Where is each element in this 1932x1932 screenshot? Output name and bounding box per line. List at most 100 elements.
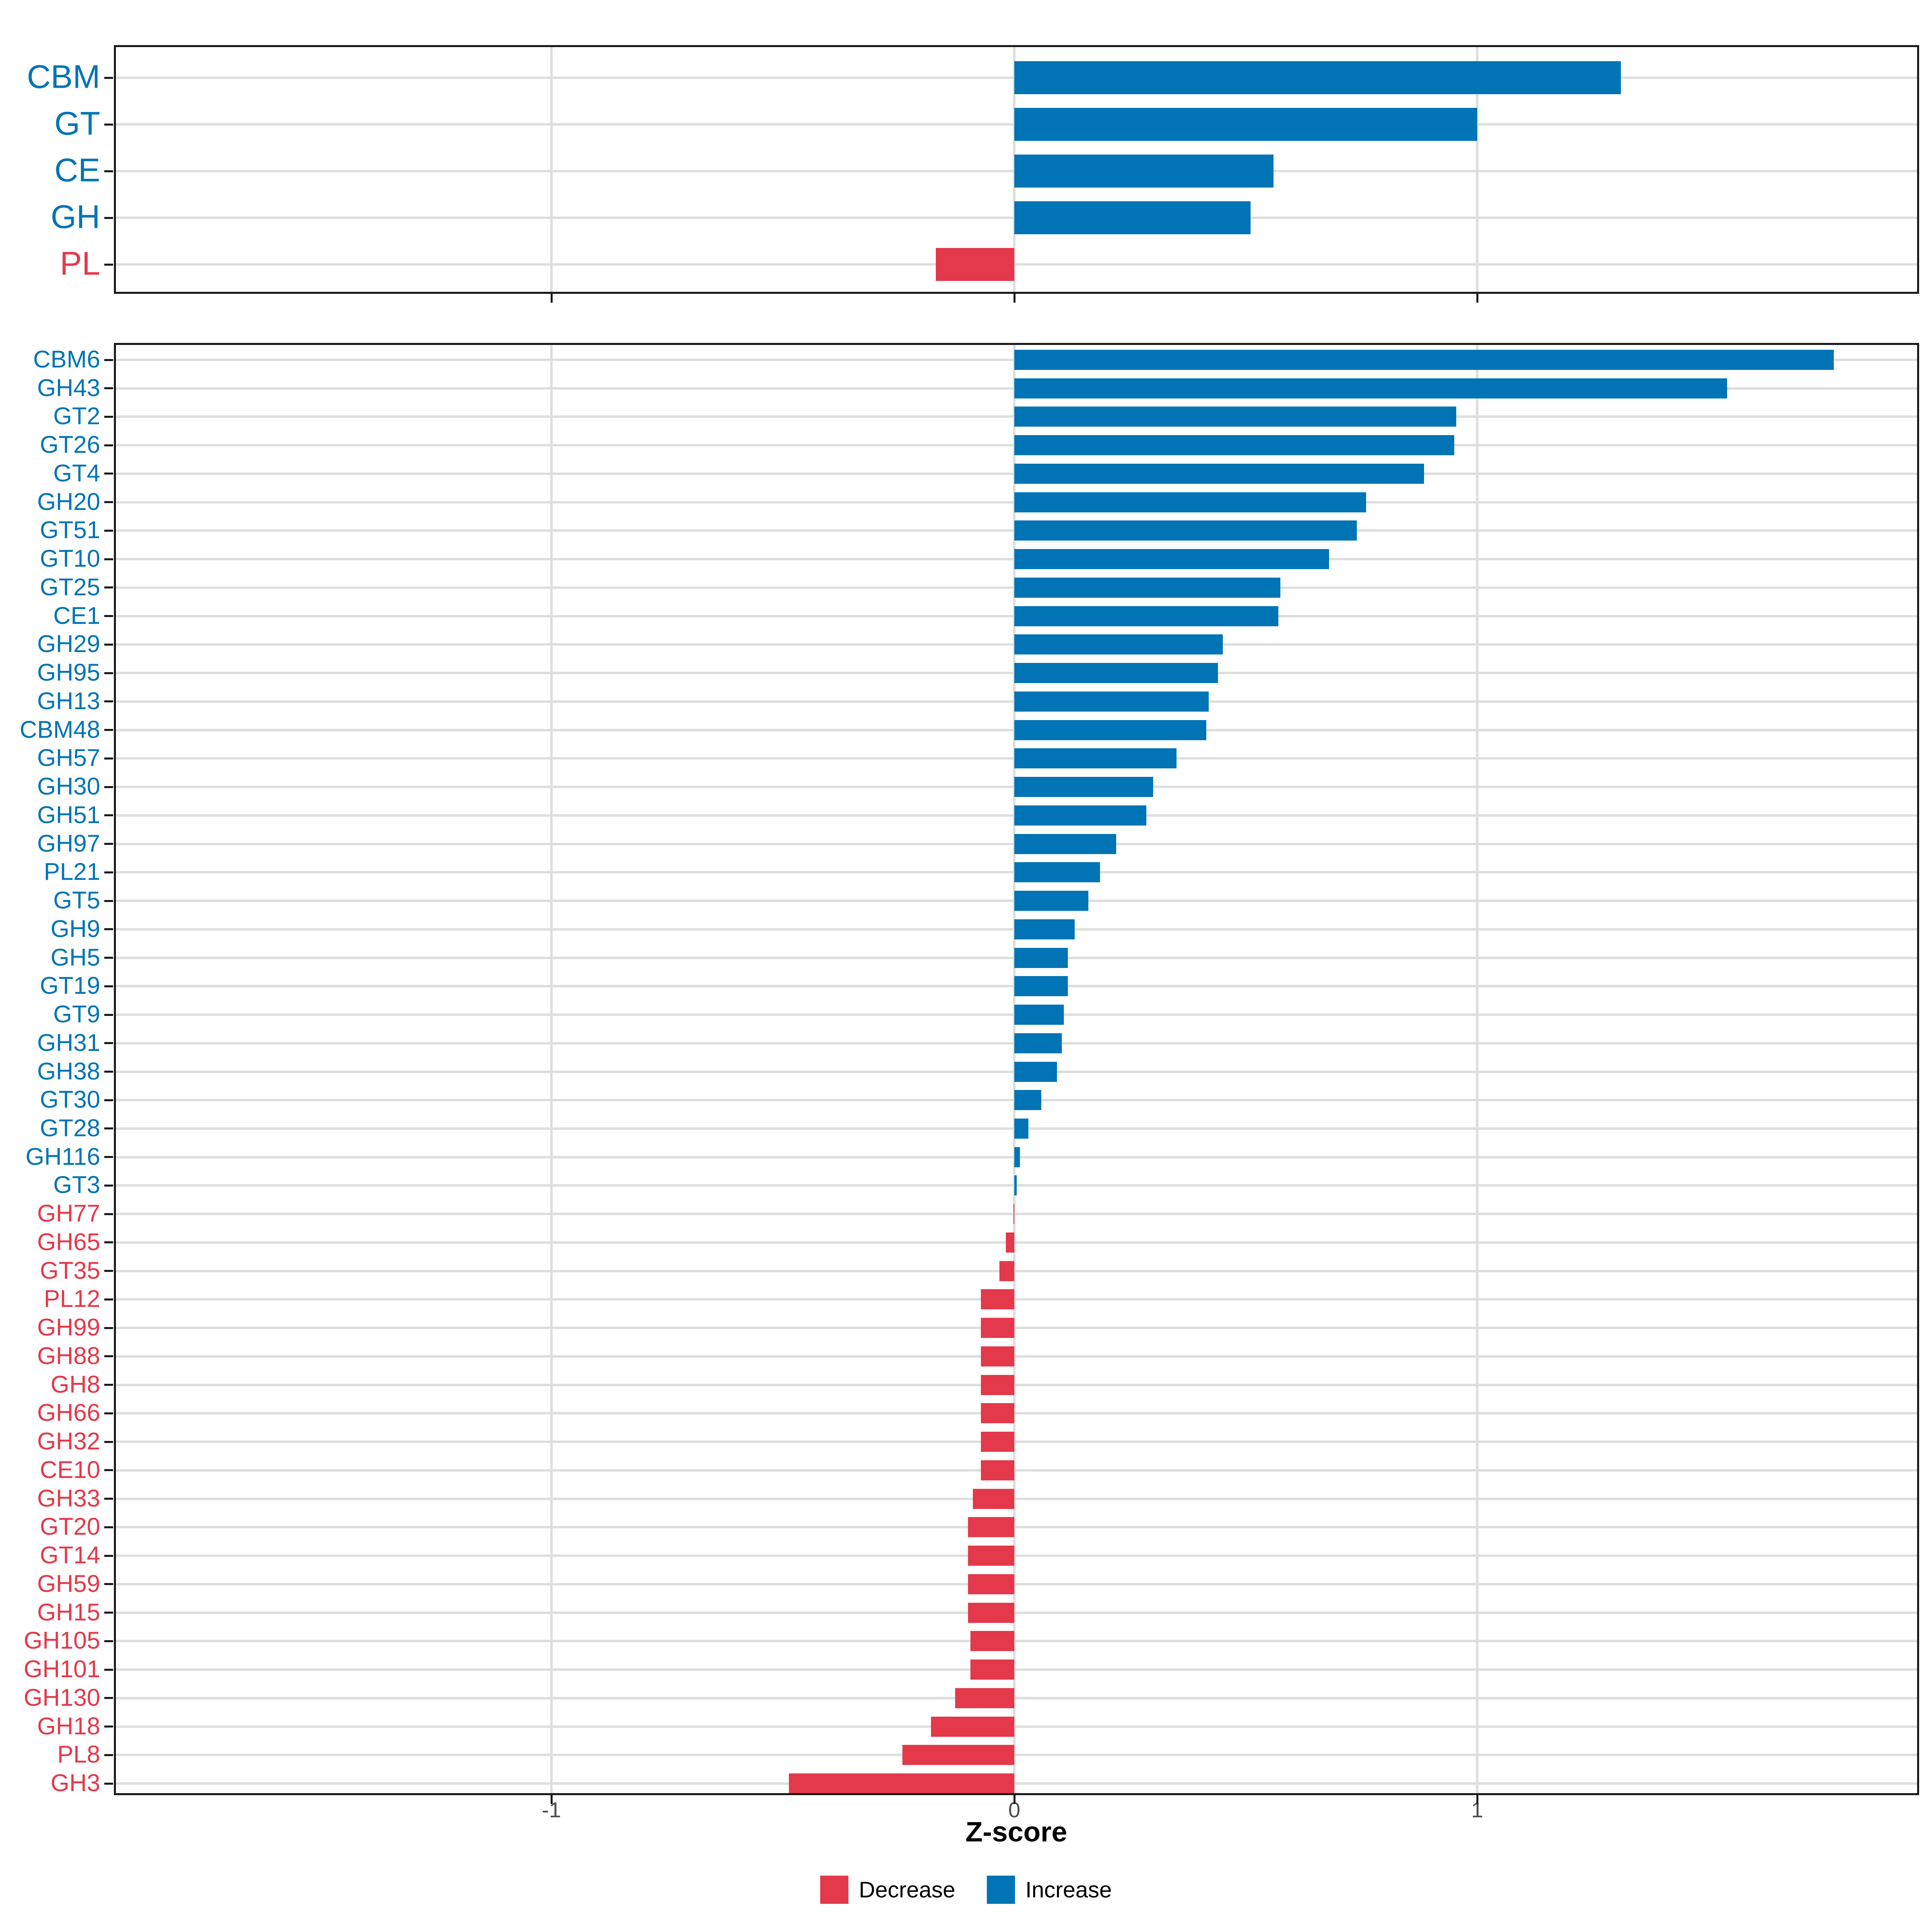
category-label-GH29: GH29 [37, 630, 100, 658]
y-axis-tick [104, 1241, 113, 1244]
y-axis-tick [104, 1099, 113, 1101]
category-label-GH15: GH15 [37, 1598, 100, 1626]
bar-GT4 [1014, 463, 1424, 484]
horizontal-gridline [114, 263, 1919, 266]
category-label-GH101: GH101 [23, 1655, 100, 1682]
category-label-GT20: GT20 [39, 1513, 100, 1540]
y-axis-tick [104, 1412, 113, 1414]
horizontal-gridline [114, 1213, 1919, 1216]
bar-GH101 [970, 1660, 1014, 1680]
horizontal-gridline [114, 1668, 1919, 1671]
category-label-GH99: GH99 [37, 1313, 100, 1341]
y-axis-tick [104, 1640, 113, 1642]
bar-GT20 [968, 1517, 1014, 1538]
category-label-GT51: GT51 [39, 516, 100, 544]
increase-swatch-icon [987, 1876, 1015, 1904]
y-axis-tick [104, 1042, 113, 1044]
y-axis-tick [104, 217, 113, 219]
category-label-GH77: GH77 [37, 1199, 100, 1227]
horizontal-gridline [114, 1725, 1919, 1728]
y-axis-tick [104, 1754, 113, 1756]
y-axis-tick [104, 415, 113, 418]
category-label-GH43: GH43 [37, 374, 100, 401]
category-label-GH57: GH57 [37, 744, 100, 772]
horizontal-gridline [114, 1383, 1919, 1386]
bar-PL21 [1014, 862, 1100, 883]
y-axis-tick [104, 871, 113, 873]
y-axis-tick [104, 558, 113, 560]
horizontal-gridline [114, 1611, 1919, 1614]
y-axis-tick [104, 786, 113, 788]
x-axis-tick [1476, 1795, 1478, 1804]
category-label-GH13: GH13 [37, 687, 100, 714]
y-axis-tick [104, 928, 113, 931]
category-label-GT35: GT35 [39, 1257, 100, 1284]
bar-GH30 [1014, 777, 1153, 797]
x-axis-tick [1476, 294, 1478, 303]
bar-GH13 [1014, 691, 1209, 712]
category-label-CBM: CBM [27, 58, 100, 95]
legend-item-increase: Increase [987, 1876, 1112, 1904]
bar-GH33 [972, 1488, 1014, 1509]
bar-GH43 [1014, 378, 1727, 398]
x-axis-title: Z-score [965, 1816, 1067, 1847]
vertical-gridline [550, 45, 553, 294]
legend: Decrease Increase [820, 1876, 1112, 1904]
category-label-GH66: GH66 [37, 1399, 100, 1426]
category-label-GH95: GH95 [37, 658, 100, 686]
horizontal-gridline [114, 1355, 1919, 1358]
bar-GT2 [1014, 407, 1457, 427]
y-axis-tick [104, 586, 113, 589]
horizontal-gridline [114, 1327, 1919, 1329]
horizontal-gridline [114, 1640, 1919, 1643]
category-label-GH20: GH20 [37, 488, 100, 515]
y-axis-tick [104, 957, 113, 959]
y-axis-tick [104, 123, 113, 126]
x-axis-tick [550, 1795, 553, 1804]
bar-GH9 [1014, 919, 1075, 939]
bar-GH32 [981, 1432, 1014, 1452]
bar-GT14 [968, 1546, 1014, 1566]
bar-GH3 [788, 1773, 1014, 1794]
y-axis-tick [104, 387, 113, 390]
legend-item-decrease: Decrease [820, 1876, 956, 1904]
bar-GH59 [968, 1574, 1014, 1594]
category-label-GH65: GH65 [37, 1228, 100, 1255]
category-label-GH130: GH130 [23, 1684, 100, 1711]
x-axis-tick [550, 294, 553, 303]
bar-GH18 [931, 1716, 1014, 1737]
category-label-GT26: GT26 [39, 431, 100, 458]
bar-CBM6 [1014, 350, 1834, 370]
legend-label-increase: Increase [1025, 1877, 1112, 1902]
horizontal-gridline [114, 1583, 1919, 1585]
category-label-GH97: GH97 [37, 830, 100, 857]
y-axis-tick [104, 1554, 113, 1557]
category-label-GH88: GH88 [37, 1342, 100, 1369]
y-axis-tick [104, 1498, 113, 1500]
category-label-GT10: GT10 [39, 545, 100, 572]
horizontal-gridline [114, 1469, 1919, 1472]
category-label-CBM6: CBM6 [33, 345, 100, 373]
top-panel [104, 45, 1919, 303]
y-axis-tick [104, 529, 113, 532]
y-axis-tick [104, 1156, 113, 1158]
category-label-CE10: CE10 [39, 1456, 100, 1483]
category-label-GH32: GH32 [37, 1427, 100, 1455]
category-label-GT30: GT30 [39, 1086, 100, 1113]
category-label-GH: GH [51, 198, 100, 235]
legend-label-decrease: Decrease [859, 1877, 956, 1902]
y-axis-tick [104, 843, 113, 845]
category-label-GT: GT [54, 105, 100, 142]
category-label-GH30: GH30 [37, 772, 100, 800]
bar-GT26 [1014, 435, 1454, 456]
horizontal-gridline [114, 1441, 1919, 1443]
y-axis-tick [104, 76, 113, 79]
bar-GT51 [1014, 520, 1357, 541]
horizontal-gridline [114, 1298, 1919, 1301]
bar-GT9 [1014, 1005, 1064, 1025]
bar-GH88 [981, 1346, 1014, 1366]
category-label-GH59: GH59 [37, 1570, 100, 1597]
y-axis-tick [104, 1127, 113, 1130]
bar-CE [1014, 155, 1274, 188]
bar-GH116 [1014, 1147, 1020, 1167]
